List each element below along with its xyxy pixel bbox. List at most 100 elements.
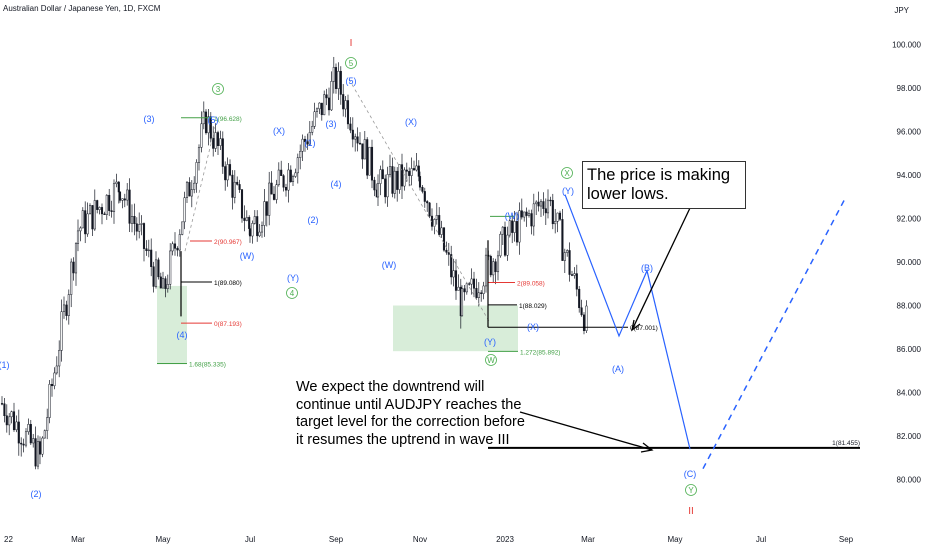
- candle-body: [494, 261, 497, 273]
- note-line-3: target level for the correction before: [296, 414, 525, 430]
- candle-body: [256, 216, 259, 237]
- candle-body: [301, 138, 304, 152]
- candle-body: [204, 111, 208, 134]
- candle-body: [556, 212, 559, 222]
- candle-body: [408, 171, 411, 176]
- candle-body: [67, 294, 70, 316]
- candle-body: [212, 138, 215, 149]
- candle-body: [253, 216, 256, 224]
- candle-body: [351, 129, 354, 140]
- candle-body: [130, 216, 134, 224]
- wave-label: (5): [208, 115, 219, 125]
- callout-line-2: lower lows.: [587, 185, 669, 203]
- candle-body: [457, 286, 460, 291]
- candle-body: [311, 126, 314, 133]
- candle-body: [240, 189, 244, 219]
- candle-body: [150, 249, 153, 267]
- candle-body: [236, 181, 239, 185]
- candle-body: [96, 200, 99, 210]
- candle-body: [294, 172, 297, 177]
- candle-body: [86, 213, 89, 235]
- candle-body: [299, 151, 302, 158]
- x-tick-label: Sep: [839, 535, 854, 544]
- wave-circle: [685, 484, 697, 496]
- candle-body: [221, 138, 224, 167]
- fib-zone: [393, 305, 518, 352]
- candle-body: [29, 424, 32, 444]
- candle-body: [361, 143, 364, 160]
- wave-circle: [286, 287, 298, 299]
- candle-body: [296, 157, 299, 174]
- candle-body: [91, 205, 94, 230]
- trend-dash: [348, 79, 491, 324]
- candle-body: [363, 139, 366, 160]
- candle-body: [332, 67, 335, 82]
- candle-body: [38, 441, 42, 455]
- candle-body: [8, 416, 11, 426]
- target-level-label: 1(81.455): [832, 440, 860, 447]
- candle-body: [418, 176, 422, 188]
- candle-body: [417, 165, 420, 177]
- candle-body: [551, 200, 554, 225]
- candle-body: [15, 421, 18, 431]
- candle-body: [209, 116, 212, 139]
- candle-body: [349, 123, 352, 131]
- candle-body: [421, 186, 424, 192]
- candle-body: [484, 254, 488, 287]
- candle-body: [460, 288, 464, 317]
- candle-body: [258, 231, 261, 237]
- wave-label: (1): [0, 360, 10, 370]
- candle-body: [508, 220, 511, 236]
- candle-body: [527, 213, 531, 216]
- note-line-1: We expect the downtrend will: [296, 379, 485, 395]
- candle-body: [423, 191, 426, 202]
- fib-level-label: 1.272(85.892): [520, 349, 560, 356]
- candle-body: [356, 136, 359, 144]
- candle-body: [503, 226, 507, 256]
- candle-body: [489, 256, 492, 276]
- candle-body: [112, 183, 116, 212]
- candle-body: [260, 225, 264, 233]
- candle-body: [173, 243, 177, 249]
- candle-body: [518, 210, 521, 243]
- wave-circle: [212, 83, 224, 95]
- candle-body: [468, 283, 471, 285]
- wave-circle: [345, 57, 357, 69]
- annotation-note: We expect the downtrend will continue un…: [296, 379, 556, 449]
- candle-body: [226, 164, 229, 181]
- candle-body: [133, 216, 136, 224]
- candle-body: [542, 201, 545, 209]
- candle-body: [98, 207, 101, 210]
- candle-body: [496, 255, 500, 273]
- y-tick-label: 86.000: [897, 345, 922, 354]
- candle-body: [475, 288, 478, 298]
- candle-body: [176, 248, 179, 251]
- candle-body: [544, 208, 547, 214]
- candle-body: [566, 250, 569, 253]
- candle-body: [190, 189, 193, 197]
- candle-body: [582, 314, 586, 331]
- callout-box: The price is making lower lows.: [582, 161, 746, 209]
- candle-body: [291, 176, 295, 182]
- candle-body: [88, 205, 92, 215]
- candle-body: [34, 438, 37, 467]
- candle-body: [103, 213, 106, 215]
- candle-body: [164, 278, 167, 289]
- candle-body: [275, 184, 278, 200]
- candle-body: [140, 223, 143, 225]
- y-tick-label: 84.000: [897, 389, 922, 398]
- wave-label: (3): [326, 119, 337, 129]
- wave-label: (X): [273, 126, 285, 136]
- candle-body: [585, 305, 588, 331]
- candle-body: [76, 230, 80, 244]
- wave-label: (B): [641, 263, 653, 273]
- candle-body: [263, 201, 266, 226]
- candle-body: [578, 288, 581, 309]
- candle-body: [72, 261, 75, 274]
- wave-label: (A): [612, 364, 624, 374]
- wave-label: (5): [346, 76, 357, 86]
- candle-body: [280, 169, 283, 176]
- callout-line-1: The price is making: [587, 166, 731, 184]
- candle-body: [84, 210, 87, 235]
- candle-body: [373, 179, 376, 191]
